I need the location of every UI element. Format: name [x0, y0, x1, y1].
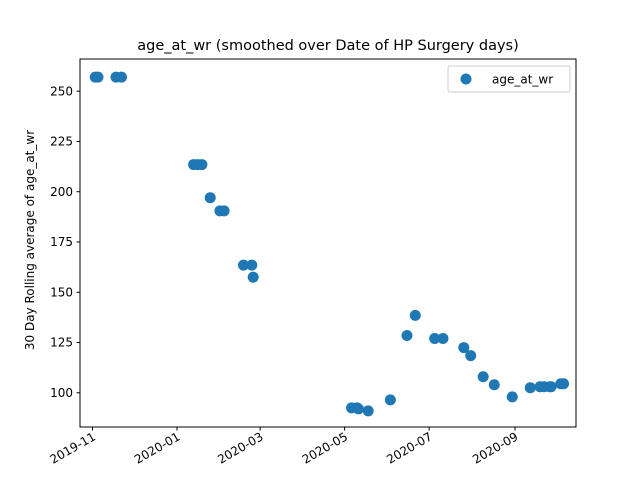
legend: age_at_wr — [447, 65, 571, 93]
data-point — [458, 342, 470, 354]
data-point — [401, 330, 413, 342]
data-point — [558, 378, 570, 390]
legend-marker — [460, 73, 472, 85]
data-point — [429, 333, 441, 345]
y-tick-label: 200 — [50, 185, 73, 199]
data-point — [465, 350, 477, 362]
plot-background — [80, 59, 576, 427]
x-tick-label: 2020-05 — [300, 429, 350, 466]
data-point — [524, 382, 536, 394]
data-points — [89, 71, 570, 417]
data-point — [352, 403, 364, 415]
data-point — [384, 394, 396, 406]
y-axis-label: 30 Day Rolling average of age_at_wr — [23, 130, 37, 350]
plot-area — [80, 59, 576, 427]
data-point — [204, 192, 216, 204]
x-tick-label: 2020-01 — [132, 429, 182, 466]
data-point — [437, 333, 449, 345]
data-point — [362, 405, 374, 417]
data-point — [488, 379, 500, 391]
y-tick-label: 150 — [50, 285, 73, 299]
data-point — [92, 71, 104, 83]
x-tick-label: 2020-09 — [470, 429, 520, 466]
y-tick-label: 125 — [50, 336, 73, 350]
y-tick-label: 100 — [50, 386, 73, 400]
data-point — [409, 309, 421, 321]
y-tick-label: 175 — [50, 235, 73, 249]
data-point — [506, 391, 518, 403]
x-tick-label: 2020-03 — [215, 429, 265, 466]
legend-box — [447, 65, 571, 93]
data-point — [196, 159, 208, 171]
data-point — [545, 381, 557, 393]
y-tick-label: 225 — [50, 135, 73, 149]
data-point — [477, 371, 489, 383]
data-point — [237, 259, 249, 271]
data-point — [218, 205, 230, 217]
data-point — [247, 271, 259, 283]
data-point — [246, 259, 258, 271]
legend-entry-label: age_at_wr — [492, 73, 553, 87]
chart-title: age_at_wr (smoothed over Date of HP Surg… — [137, 38, 519, 54]
plot-frame — [79, 58, 577, 428]
x-tick-label: 2019-11 — [48, 429, 98, 466]
x-tick-label: 2020-07 — [384, 429, 434, 466]
data-point — [116, 71, 128, 83]
y-tick-label: 250 — [50, 84, 73, 98]
